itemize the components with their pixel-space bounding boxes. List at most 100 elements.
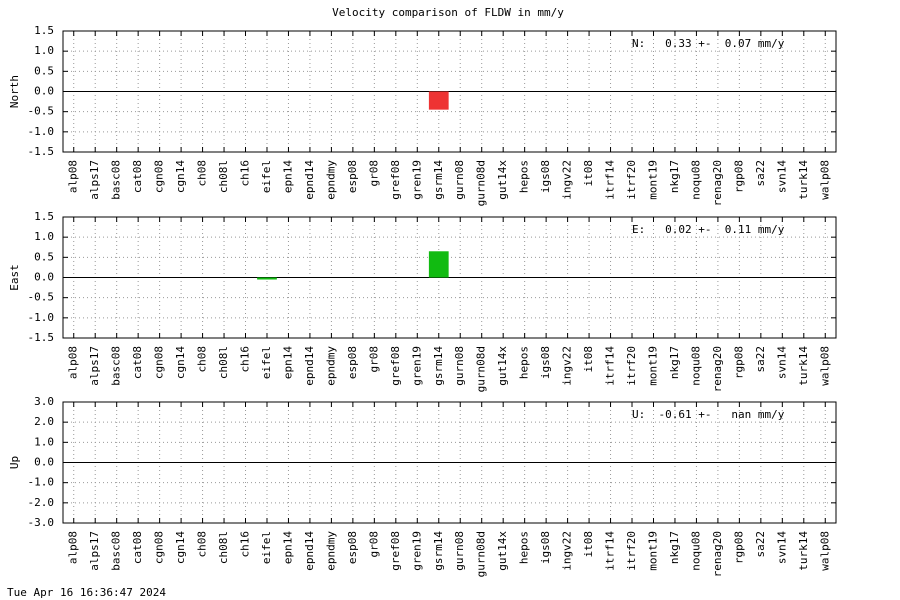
x-tick-label: esp08 xyxy=(346,346,359,379)
x-tick-label: gurn08 xyxy=(453,346,466,386)
x-tick-label: epndmy xyxy=(324,531,337,571)
x-tick-label: itrf14 xyxy=(604,531,617,571)
y-tick-label: 1.0 xyxy=(34,435,54,448)
x-tick-label: renag20 xyxy=(711,346,724,392)
x-tick-label: gr08 xyxy=(367,160,380,187)
x-tick-label: walp08 xyxy=(818,531,831,571)
timestamp: Tue Apr 16 16:36:47 2024 xyxy=(7,586,166,599)
x-tick-label: walp08 xyxy=(818,160,831,200)
y-tick-label: 3.0 xyxy=(34,395,54,408)
x-tick-label: esp08 xyxy=(346,160,359,193)
x-tick-label: noqu08 xyxy=(689,531,702,571)
x-tick-label: hepos xyxy=(518,160,531,193)
plot-frame xyxy=(62,216,837,339)
x-tick-label: gut14x xyxy=(496,160,509,200)
x-tick-label: ch16 xyxy=(239,160,252,187)
x-tick-label: cgn14 xyxy=(174,346,187,379)
x-tick-label: gsrm14 xyxy=(432,346,445,386)
x-tick-label: sa22 xyxy=(754,346,767,373)
x-tick-label: gref08 xyxy=(389,531,402,571)
x-tick-label: epnd14 xyxy=(303,346,316,386)
y-tick-label: -2.0 xyxy=(28,496,55,509)
bar xyxy=(428,251,449,278)
x-tick-label: igs08 xyxy=(539,160,552,193)
x-tick-label: cat08 xyxy=(131,531,144,564)
x-tick-label: sa22 xyxy=(754,531,767,558)
x-tick-label: epndmy xyxy=(324,346,337,386)
x-tick-label: gr08 xyxy=(367,531,380,558)
y-axis-label: East xyxy=(8,264,21,291)
x-tick-label: noqu08 xyxy=(689,346,702,386)
x-tick-label: ingv22 xyxy=(561,346,574,386)
x-tick-label: ch16 xyxy=(239,531,252,558)
x-tick-label: basc08 xyxy=(110,160,123,200)
x-tick-label: ch08 xyxy=(196,531,209,558)
x-tick-label: eifel xyxy=(260,160,273,193)
x-tick-label: gren19 xyxy=(410,346,423,386)
y-tick-label: -3.0 xyxy=(28,516,55,529)
x-tick-label: rgp08 xyxy=(732,346,745,379)
x-tick-label: epndmy xyxy=(324,160,337,200)
x-tick-label: epn14 xyxy=(281,346,294,379)
x-tick-label: svn14 xyxy=(775,160,788,193)
x-tick-label: rgp08 xyxy=(732,531,745,564)
y-tick-label: -0.5 xyxy=(28,105,55,118)
x-tick-label: gren19 xyxy=(410,531,423,571)
x-tick-label: mont19 xyxy=(646,531,659,571)
y-tick-label: 1.5 xyxy=(34,24,54,37)
x-tick-label: alps17 xyxy=(88,346,101,386)
x-tick-label: svn14 xyxy=(775,346,788,379)
y-tick-label: 0.5 xyxy=(34,250,54,263)
x-tick-label: cgn08 xyxy=(153,160,166,193)
x-tick-label: cgn14 xyxy=(174,160,187,193)
x-tick-label: nkg17 xyxy=(668,531,681,564)
x-tick-label: alp08 xyxy=(67,346,80,379)
y-tick-label: 0.0 xyxy=(34,85,54,98)
y-tick-label: -1.0 xyxy=(28,476,55,489)
x-tick-label: ch08 xyxy=(196,160,209,187)
x-tick-label: renag20 xyxy=(711,531,724,577)
bar xyxy=(257,277,277,280)
x-tick-label: gurn08d xyxy=(475,160,488,206)
x-tick-label: eifel xyxy=(260,346,273,379)
x-tick-label: basc08 xyxy=(110,531,123,571)
bar xyxy=(428,91,449,110)
x-tick-label: ch08 xyxy=(196,346,209,373)
x-tick-label: gref08 xyxy=(389,346,402,386)
x-tick-label: sa22 xyxy=(754,160,767,187)
x-tick-label: gsrm14 xyxy=(432,531,445,571)
x-tick-label: igs08 xyxy=(539,346,552,379)
x-tick-label: ingv22 xyxy=(561,160,574,200)
x-tick-label: mont19 xyxy=(646,160,659,200)
x-tick-label: gurn08d xyxy=(475,346,488,392)
annotation: N: 0.33 +- 0.07 mm/y xyxy=(632,37,785,50)
y-tick-label: 1.0 xyxy=(34,44,54,57)
x-tick-label: svn14 xyxy=(775,531,788,564)
x-tick-label: turk14 xyxy=(797,346,810,386)
x-tick-label: igs08 xyxy=(539,531,552,564)
x-tick-label: hepos xyxy=(518,531,531,564)
x-tick-label: epnd14 xyxy=(303,531,316,571)
x-tick-label: gut14x xyxy=(496,531,509,571)
x-tick-label: alp08 xyxy=(67,160,80,193)
y-axis-label: Up xyxy=(8,456,21,469)
x-tick-label: cgn08 xyxy=(153,346,166,379)
y-tick-label: 0.0 xyxy=(34,456,54,469)
annotation: E: 0.02 +- 0.11 mm/y xyxy=(632,223,785,236)
x-tick-label: gr08 xyxy=(367,346,380,373)
x-tick-label: itrf14 xyxy=(604,346,617,386)
x-tick-label: gsrm14 xyxy=(432,160,445,200)
x-tick-label: noqu08 xyxy=(689,160,702,200)
x-tick-label: cat08 xyxy=(131,160,144,193)
x-tick-label: cgn14 xyxy=(174,531,187,564)
annotation: U: -0.61 +- nan mm/y xyxy=(632,408,785,421)
x-tick-label: cat08 xyxy=(131,346,144,379)
x-tick-label: itrf20 xyxy=(625,531,638,571)
x-tick-label: ch08l xyxy=(217,160,230,193)
x-tick-label: eifel xyxy=(260,531,273,564)
x-tick-label: turk14 xyxy=(797,160,810,200)
x-tick-label: cgn08 xyxy=(153,531,166,564)
x-tick-label: turk14 xyxy=(797,531,810,571)
